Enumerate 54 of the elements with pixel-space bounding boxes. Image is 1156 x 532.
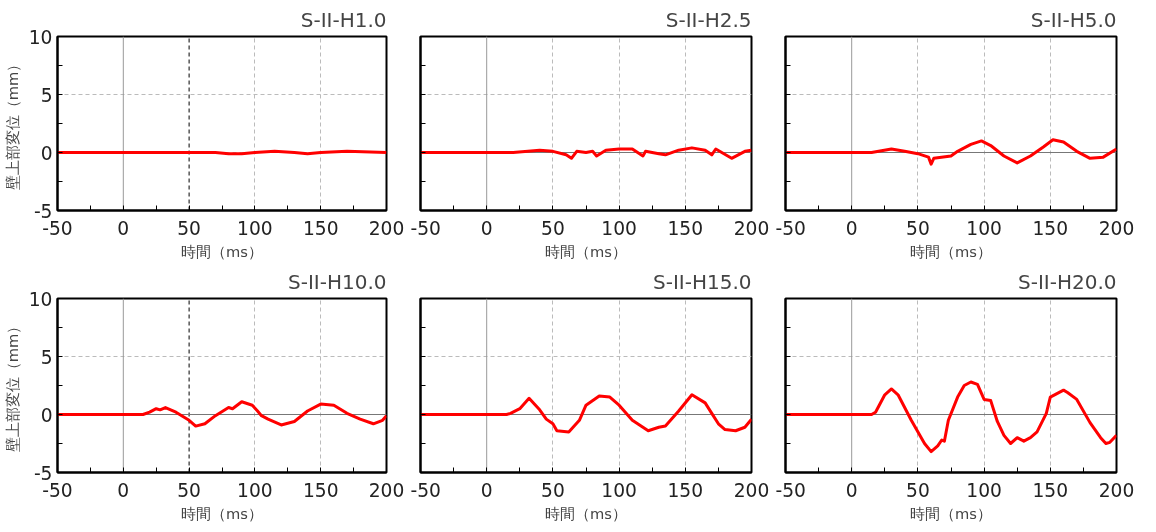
x-tick-label: -50: [410, 217, 441, 239]
x-tick-label: 100: [601, 217, 637, 239]
x-tick-label: 200: [733, 479, 770, 501]
y-tick-label: 0: [40, 142, 53, 164]
x-axis-title: 時間（ms）: [545, 242, 627, 260]
x-tick-label: 50: [906, 479, 930, 501]
x-tick-label: 50: [177, 479, 201, 501]
chart-title: S-II-H5.0: [1030, 7, 1117, 32]
x-tick-label: -50: [410, 479, 441, 501]
chart-title: S-II-H10.0: [288, 269, 387, 294]
x-axis-title: 時間（ms）: [181, 504, 263, 522]
x-tick-label: 0: [117, 479, 130, 501]
x-tick-label: 0: [480, 479, 493, 501]
y-tick-label: 5: [40, 84, 53, 106]
x-axis-title: 時間（ms）: [910, 242, 992, 260]
x-axis-title: 時間（ms）: [910, 504, 992, 522]
x-tick-label: 200: [1098, 479, 1135, 501]
x-tick-label: 150: [1032, 479, 1069, 501]
x-tick-label: 200: [1098, 217, 1135, 239]
y-axis-title: 壁上部変位（mm）: [3, 56, 21, 191]
chart-title: S-II-H2.5: [665, 7, 752, 32]
x-tick-label: 150: [1032, 217, 1069, 239]
x-axis-title: 時間（ms）: [545, 504, 627, 522]
x-tick-label: 150: [667, 217, 704, 239]
x-tick-label: 150: [667, 479, 704, 501]
chart-title: S-II-H15.0: [653, 269, 752, 294]
x-tick-label: 150: [302, 217, 339, 239]
y-tick-label: 0: [40, 404, 53, 426]
x-tick-label: 100: [966, 479, 1002, 501]
y-tick-label: 10: [28, 26, 53, 48]
x-tick-label: 0: [845, 217, 858, 239]
x-tick-label: 0: [845, 479, 858, 501]
chart-title: S-II-H1.0: [300, 7, 387, 32]
x-tick-label: 0: [480, 217, 493, 239]
x-tick-label: 200: [733, 217, 770, 239]
x-tick-label: 200: [368, 217, 405, 239]
x-tick-label: 150: [302, 479, 339, 501]
x-tick-label: 100: [966, 217, 1002, 239]
x-tick-label: 200: [368, 479, 405, 501]
x-tick-label: 50: [906, 217, 930, 239]
y-tick-label: 5: [40, 346, 53, 368]
x-tick-label: 50: [541, 217, 565, 239]
x-tick-label: 0: [117, 217, 130, 239]
x-tick-label: -50: [775, 479, 806, 501]
chart-title: S-II-H20.0: [1018, 269, 1117, 294]
x-tick-label: 100: [237, 217, 273, 239]
y-axis-title: 壁上部変位（mm）: [3, 318, 21, 453]
x-tick-label: 100: [601, 479, 637, 501]
x-axis-title: 時間（ms）: [181, 242, 263, 260]
x-tick-label: 50: [541, 479, 565, 501]
x-tick-label: 100: [237, 479, 273, 501]
x-tick-label: -50: [775, 217, 806, 239]
y-tick-label: 10: [28, 288, 53, 310]
x-tick-label: 50: [177, 217, 201, 239]
